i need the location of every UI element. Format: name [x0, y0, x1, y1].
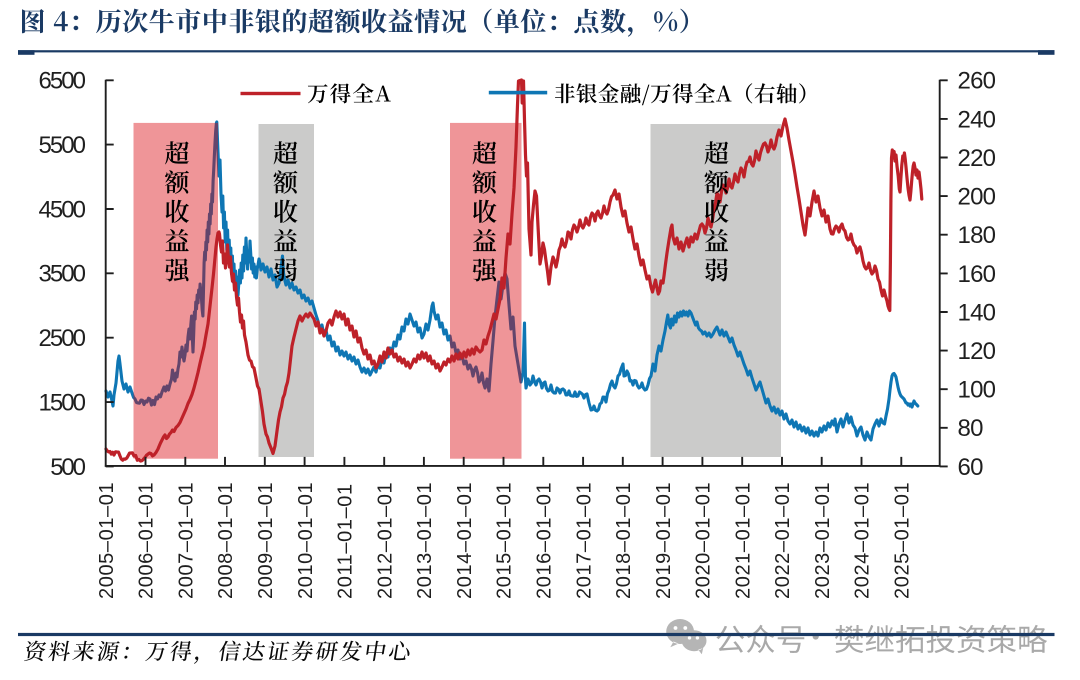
svg-text:2021–01–01: 2021–01–01 — [732, 482, 754, 599]
svg-text:200: 200 — [958, 184, 997, 211]
svg-text:2008–01–01: 2008–01–01 — [215, 482, 237, 599]
svg-text:60: 60 — [958, 454, 984, 481]
svg-text:260: 260 — [958, 68, 997, 95]
svg-text:240: 240 — [958, 106, 997, 133]
svg-text:2500: 2500 — [39, 325, 87, 352]
svg-text:2024–01–01: 2024–01–01 — [852, 482, 874, 599]
svg-text:2007–01–01: 2007–01–01 — [176, 482, 198, 599]
svg-text:2013–01–01: 2013–01–01 — [414, 482, 436, 599]
svg-text:5500: 5500 — [39, 132, 87, 159]
svg-text:180: 180 — [958, 222, 997, 249]
svg-text:2009–01–01: 2009–01–01 — [255, 482, 277, 599]
svg-text:2022–01–01: 2022–01–01 — [772, 482, 794, 599]
svg-text:80: 80 — [958, 415, 984, 442]
svg-text:2015–01–01: 2015–01–01 — [494, 482, 516, 599]
svg-text:3500: 3500 — [39, 261, 87, 288]
svg-text:2005–01–01: 2005–01–01 — [96, 482, 118, 599]
svg-text:2020–01–01: 2020–01–01 — [693, 482, 715, 599]
svg-text:2010–01–01: 2010–01–01 — [295, 482, 317, 599]
svg-text:2016–01–01: 2016–01–01 — [534, 482, 556, 599]
svg-text:2012–01–01: 2012–01–01 — [374, 482, 396, 599]
svg-text:2019–01–01: 2019–01–01 — [653, 482, 675, 599]
svg-text:4500: 4500 — [39, 196, 87, 223]
svg-text:2014–01–01: 2014–01–01 — [454, 482, 476, 599]
svg-text:2023–01–01: 2023–01–01 — [812, 482, 834, 599]
svg-text:220: 220 — [958, 145, 997, 172]
svg-text:2018–01–01: 2018–01–01 — [613, 482, 635, 599]
svg-text:2017–01–01: 2017–01–01 — [573, 482, 595, 599]
svg-text:140: 140 — [958, 299, 997, 326]
svg-text:120: 120 — [958, 338, 997, 365]
svg-text:100: 100 — [958, 377, 997, 404]
svg-text:2006–01–01: 2006–01–01 — [136, 482, 158, 599]
svg-text:500: 500 — [50, 454, 86, 481]
svg-text:160: 160 — [958, 261, 997, 288]
svg-text:1500: 1500 — [39, 389, 87, 416]
svg-text:2011–01–01: 2011–01–01 — [335, 483, 357, 599]
svg-text:2025–01–01: 2025–01–01 — [892, 482, 914, 599]
svg-text:6500: 6500 — [39, 68, 87, 95]
